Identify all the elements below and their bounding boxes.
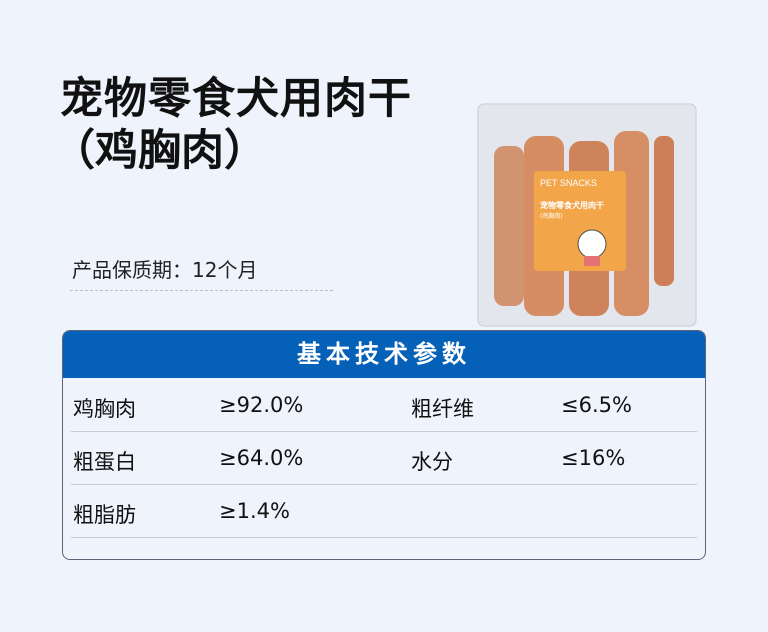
param-value: ≥1.4% xyxy=(219,499,290,523)
param-label: 鸡胸肉 xyxy=(73,397,136,421)
tech-params-table: 基本技术参数 鸡胸肉 ≥92.0% 粗纤维 ≤6.5% 粗蛋白 ≥64.0% 水… xyxy=(62,330,706,560)
shelf-life: 产品保质期：12个月 xyxy=(72,254,257,283)
param-label: 粗脂肪 xyxy=(73,503,136,527)
table-row: 鸡胸肉 ≥92.0% 粗纤维 ≤6.5% xyxy=(71,379,697,432)
table-header: 基本技术参数 xyxy=(63,331,705,378)
shelf-life-label: 产品保质期： xyxy=(72,258,192,282)
param-value: ≥64.0% xyxy=(219,446,304,470)
param-value: ≥92.0% xyxy=(219,393,304,417)
param-label: 水分 xyxy=(411,450,453,474)
product-package-image: PET SNACKS 宠物零食犬用肉干 (鸡胸肉) xyxy=(477,103,697,327)
table-row: 粗脂肪 ≥1.4% xyxy=(71,485,697,538)
param-value: ≤16% xyxy=(561,446,626,470)
divider xyxy=(70,290,333,291)
param-value: ≤6.5% xyxy=(561,393,632,417)
product-title: 宠物零食犬用肉干 xyxy=(60,74,412,124)
package-brand: PET SNACKS xyxy=(540,178,597,188)
product-subtitle: （鸡胸肉） xyxy=(52,126,267,176)
param-label: 粗纤维 xyxy=(411,397,474,421)
package-name: 宠物零食犬用肉干 xyxy=(540,200,604,210)
package-variant: (鸡胸肉) xyxy=(540,212,563,220)
param-label: 粗蛋白 xyxy=(73,450,136,474)
shelf-life-value: 12个月 xyxy=(192,258,258,282)
table-row: 粗蛋白 ≥64.0% 水分 ≤16% xyxy=(71,432,697,485)
